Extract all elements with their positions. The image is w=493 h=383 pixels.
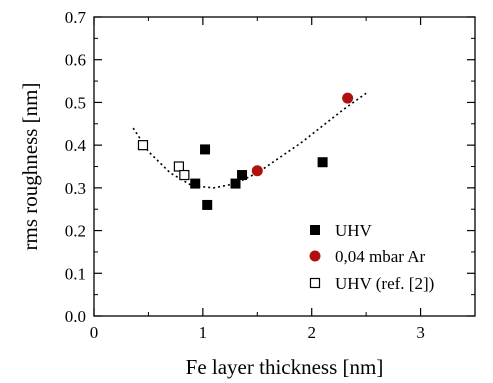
x-tick-label: 1 (199, 323, 208, 342)
legend-label-uhv: UHV (335, 221, 373, 240)
data-point-series-1 (237, 170, 248, 181)
legend-marker-3 (309, 277, 321, 289)
fit-curve (132, 91, 369, 189)
legend-label-ar: 0,04 mbar Ar (335, 247, 426, 266)
plot-frame (93, 16, 476, 317)
legend-marker-2 (309, 250, 321, 262)
x-tick-label: 2 (307, 323, 316, 342)
tick-labels: 0 1 2 3 0.0 0.1 0.2 0.3 0.4 0.5 0.6 0.7 (65, 8, 425, 342)
data-point-series-1 (200, 144, 211, 155)
axis-ticks (93, 16, 475, 317)
y-tick-label: 0.6 (65, 51, 86, 70)
x-axis-label: Fe layer thickness [nm] (186, 355, 384, 379)
data-point-series-3 (179, 169, 190, 181)
legend-marker-1 (310, 225, 320, 235)
y-tick-label: 0.1 (65, 264, 86, 283)
data-point-series-3 (137, 140, 149, 151)
data-point-series-1 (190, 178, 201, 189)
x-tick-label: 3 (416, 323, 425, 342)
data-point-series-2 (342, 92, 354, 104)
y-tick-label: 0.5 (65, 93, 86, 112)
y-tick-label: 0.2 (65, 222, 86, 241)
y-tick-label: 0.4 (65, 136, 87, 155)
y-tick-label: 0.7 (65, 8, 87, 27)
data-point-series-1 (317, 157, 328, 168)
data-points (137, 92, 354, 210)
y-tick-label: 0.0 (65, 307, 86, 326)
data-point-series-1 (230, 178, 241, 189)
data-point-series-1 (202, 199, 213, 210)
legend-markers (309, 225, 321, 289)
data-point-series-3 (173, 161, 185, 172)
legend: UHV 0,04 mbar Ar UHV (ref. [2]) (309, 221, 434, 293)
x-tick-label: 0 (90, 323, 99, 342)
y-axis-label: rms roughness [nm] (18, 83, 42, 251)
legend-label-uhv-ref: UHV (ref. [2]) (335, 274, 434, 293)
data-point-series-2 (251, 165, 263, 177)
y-tick-label: 0.3 (65, 179, 86, 198)
